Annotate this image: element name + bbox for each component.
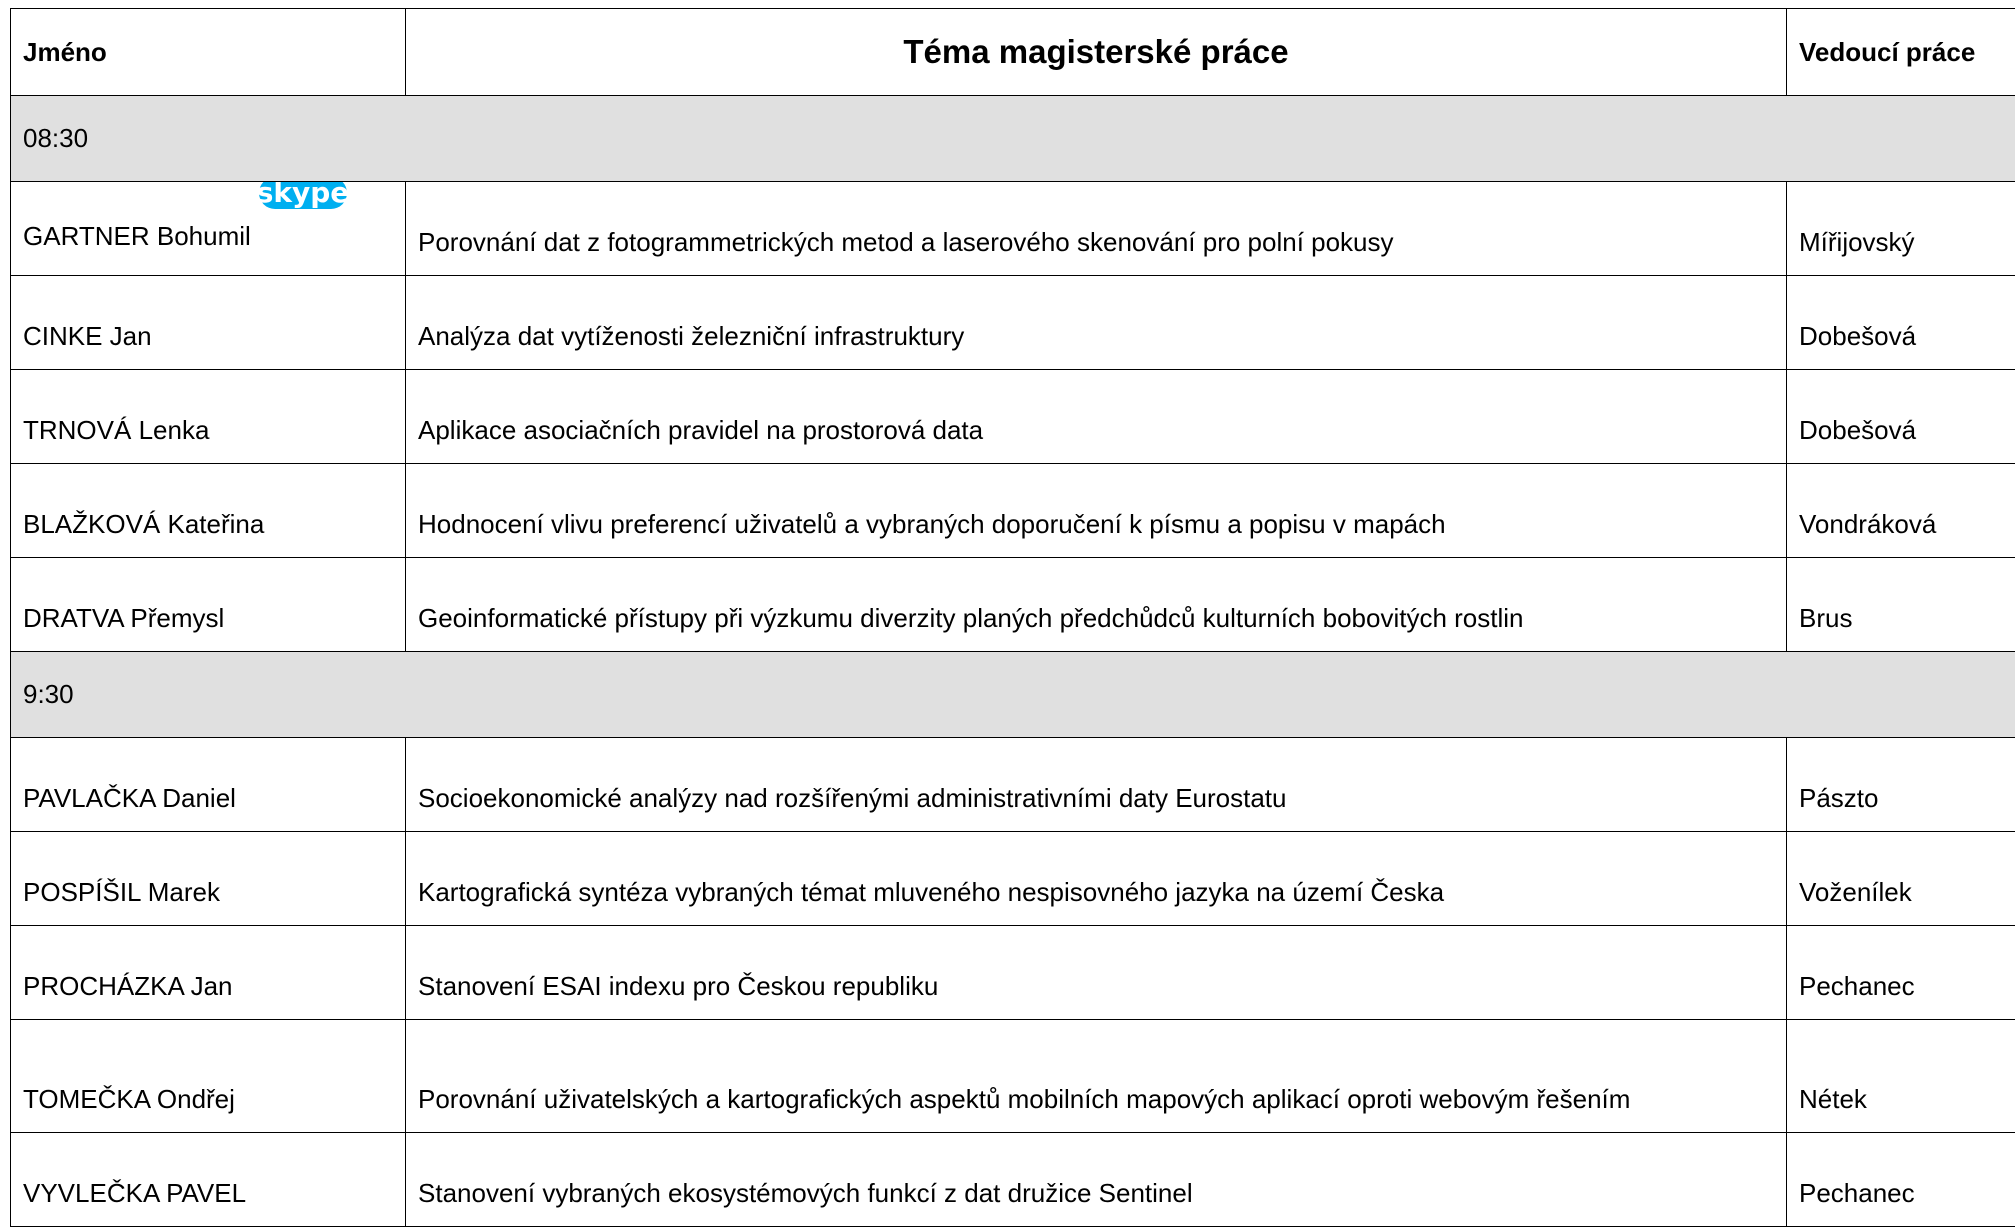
thesis-topic: Hodnocení vlivu preferencí uživatelů a v… <box>406 464 1787 558</box>
thesis-topic: Geoinformatické přístupy při výzkumu div… <box>406 558 1787 652</box>
thesis-topic: Stanovení ESAI indexu pro Českou republi… <box>406 926 1787 1020</box>
supervisor: Pászto <box>1787 738 2015 832</box>
student-name: TOMEČKA Ondřej <box>11 1020 406 1133</box>
schedule-table: Jméno Téma magisterské práce Vedoucí prá… <box>10 8 2015 1227</box>
group-row: 08:30 <box>11 96 2015 182</box>
header-cell: Jméno <box>11 9 406 96</box>
header-cell: Vedoucí práce <box>1787 9 2015 96</box>
student-name: TRNOVÁ Lenka <box>11 370 406 464</box>
supervisor: Dobešová <box>1787 370 2015 464</box>
supervisor: Voženílek <box>1787 832 2015 926</box>
supervisor: Brus <box>1787 558 2015 652</box>
thesis-topic: Socioekonomické analýzy nad rozšířenými … <box>406 738 1787 832</box>
thesis-topic: Stanovení vybraných ekosystémových funkc… <box>406 1133 1787 1227</box>
thesis-topic: Analýza dat vytíženosti železniční infra… <box>406 276 1787 370</box>
thesis-topic: Kartografická syntéza vybraných témat ml… <box>406 832 1787 926</box>
thesis-topic: Porovnání uživatelských a kartografickýc… <box>406 1020 1787 1133</box>
header-cell: Téma magisterské práce <box>406 9 1787 96</box>
skype-label: skype <box>257 182 349 210</box>
skype-icon: skype <box>257 182 349 214</box>
student-name: BLAŽKOVÁ Kateřina <box>11 464 406 558</box>
supervisor: Pechanec <box>1787 1133 2015 1227</box>
supervisor: Mířijovský <box>1787 182 2015 276</box>
thesis-topic: Porovnání dat z fotogrammetrických metod… <box>406 182 1787 276</box>
supervisor: Pechanec <box>1787 926 2015 1020</box>
group-row: 9:30 <box>11 652 2015 738</box>
student-name: CINKE Jan <box>11 276 406 370</box>
table-header: Jméno Téma magisterské práce Vedoucí prá… <box>11 9 2015 96</box>
student-name: PROCHÁZKA Jan <box>11 926 406 1020</box>
supervisor: Dobešová <box>1787 276 2015 370</box>
supervisor: Vondráková <box>1787 464 2015 558</box>
student-name: PAVLAČKA Daniel <box>11 738 406 832</box>
thesis-topic: Aplikace asociačních pravidel na prostor… <box>406 370 1787 464</box>
student-name: VYVLEČKA PAVEL <box>11 1133 406 1227</box>
group-time: 08:30 <box>11 96 2015 182</box>
student-name: POSPÍŠIL Marek <box>11 832 406 926</box>
group-time: 9:30 <box>11 652 2015 738</box>
supervisor: Nétek <box>1787 1020 2015 1133</box>
page: Jméno Téma magisterské práce Vedoucí prá… <box>0 0 2015 1050</box>
student-name: DRATVA Přemysl <box>11 558 406 652</box>
